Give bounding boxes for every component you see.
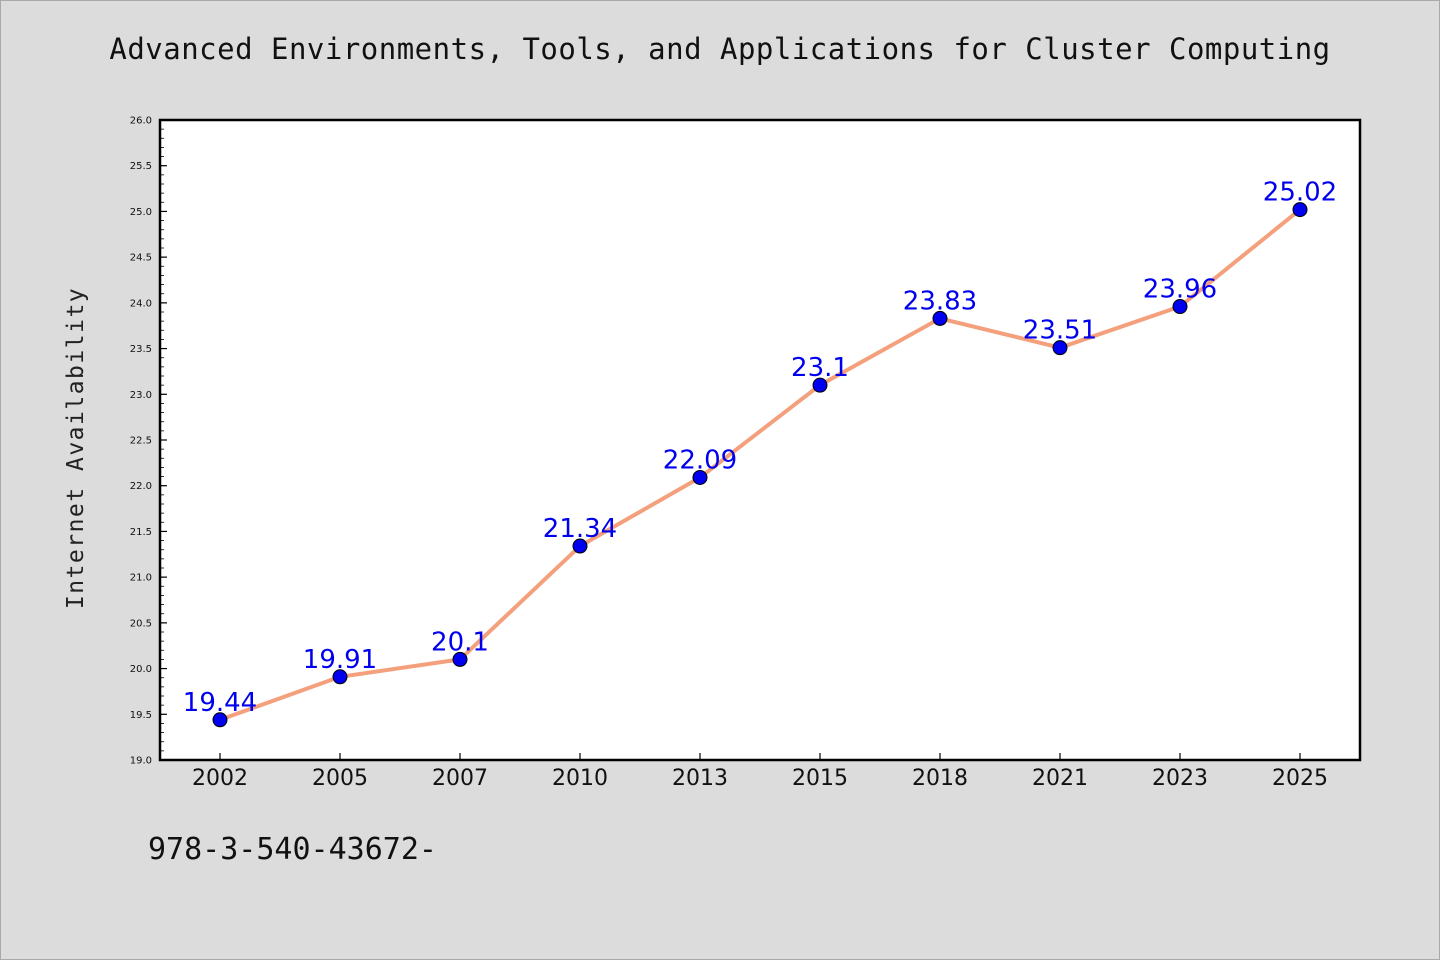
data-point: [212, 712, 228, 728]
data-label: 23.83: [903, 286, 977, 316]
x-tick-label: 2018: [912, 766, 968, 791]
y-tick-label: 24.5: [130, 253, 152, 264]
x-tick-label: 2005: [312, 766, 368, 791]
data-point: [692, 469, 708, 485]
plot-area: [160, 120, 1360, 760]
data-point: [1172, 299, 1188, 315]
data-labels: 19.44 19.91 20.1 21.34 22.09 23.1 23.83 23.51 23…: [183, 178, 1337, 718]
x-tick-label: 2013: [672, 766, 728, 791]
data-point: [1292, 202, 1308, 218]
x-tick-label: 2002: [192, 766, 248, 791]
x-tick-label: 2015: [792, 766, 848, 791]
y-tick-label: 22.0: [130, 481, 152, 492]
y-tick-label: 19.5: [130, 710, 152, 721]
data-label: 20.1: [431, 627, 489, 657]
x-tick-label: 2007: [432, 766, 488, 791]
data-label: 21.34: [543, 514, 617, 544]
data-label: 23.51: [1023, 316, 1097, 346]
data-point: [1052, 340, 1068, 356]
data-label: 23.96: [1143, 275, 1217, 305]
data-point: [572, 538, 588, 554]
data-point: [812, 377, 828, 393]
y-tick-label: 25.0: [130, 207, 152, 218]
y-tick-label: 19.0: [130, 756, 152, 767]
y-tick-label: 21.5: [130, 527, 152, 538]
x-tick-label: 2010: [552, 766, 608, 791]
chart-title: Advanced Environments, Tools, and Applic…: [109, 32, 1331, 66]
y-axis: 19.0 19.5 20.0 20.5 21.0 21.5 22.0 22.5 23.0 23.5…: [130, 116, 167, 767]
data-label: 19.44: [183, 688, 257, 718]
footer-text: 978-3-540-43672-: [148, 832, 437, 867]
data-label: 22.09: [663, 445, 737, 475]
data-point: [332, 669, 348, 685]
y-tick-label: 20.5: [130, 618, 152, 629]
data-label: 25.02: [1263, 178, 1337, 208]
data-point: [452, 651, 468, 667]
y-tick-label: 20.0: [130, 664, 152, 675]
y-tick-label: 24.0: [130, 298, 152, 309]
y-tick-label: 23.0: [130, 390, 152, 401]
x-tick-label: 2021: [1032, 766, 1088, 791]
data-label: 23.1: [791, 353, 849, 383]
series-line: [218, 207, 1302, 722]
y-tick-label: 25.5: [130, 161, 152, 172]
x-axis: 2002 2005 2007 2010 2013 2015 2018 2021 2023 2025: [192, 753, 1328, 791]
y-tick-label: 26.0: [130, 116, 152, 127]
plot-border: [158, 118, 1362, 762]
y-tick-label: 23.5: [130, 344, 152, 355]
y-tick-label: 21.0: [130, 573, 152, 584]
x-tick-label: 2023: [1152, 766, 1208, 791]
data-markers: [212, 202, 1308, 728]
y-tick-label: 22.5: [130, 436, 152, 447]
data-point: [932, 310, 948, 326]
data-label: 19.91: [303, 645, 377, 675]
x-tick-label: 2025: [1272, 766, 1328, 791]
